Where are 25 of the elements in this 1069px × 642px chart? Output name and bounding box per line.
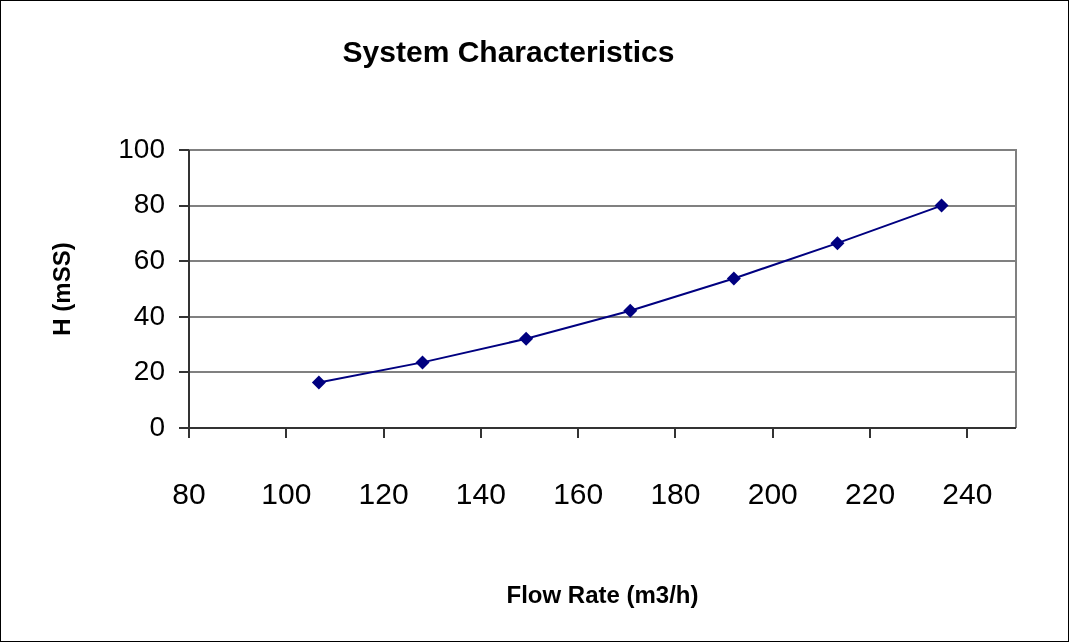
x-axis-title: Flow Rate (m3/h) — [506, 581, 699, 609]
point — [830, 236, 845, 251]
point — [519, 331, 534, 346]
y-tick-label: 40 — [133, 299, 165, 331]
x-tick-label: 240 — [942, 477, 993, 511]
x-tick-label: 120 — [358, 477, 409, 511]
x-tick-label: 140 — [455, 477, 506, 511]
chart-title: System Characteristics — [342, 35, 675, 69]
y-tick-label: 80 — [133, 188, 165, 220]
point — [934, 198, 949, 213]
x-tick-label: 100 — [261, 477, 312, 511]
x-tick-label: 80 — [172, 477, 206, 511]
point — [623, 303, 638, 318]
y-tick-label: 100 — [118, 132, 165, 164]
x-tick-label: 180 — [650, 477, 701, 511]
y-tick-label: 60 — [133, 243, 165, 275]
x-tick-label: 220 — [845, 477, 896, 511]
x-tick-label: 160 — [553, 477, 604, 511]
point — [311, 375, 326, 390]
y-tick-label: 20 — [133, 355, 165, 387]
point — [726, 271, 741, 286]
y-tick-label: 0 — [149, 410, 165, 442]
point — [415, 355, 430, 370]
y-axis-title: H (mSS) — [48, 242, 76, 336]
x-tick-label: 200 — [747, 477, 798, 511]
